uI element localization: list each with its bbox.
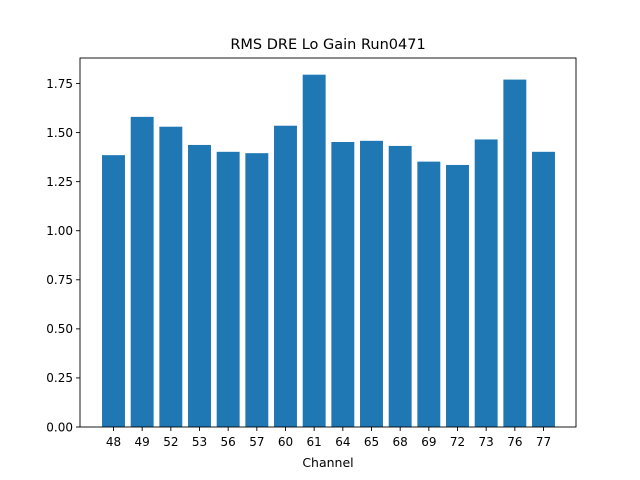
- y-tick-label: 0.00: [46, 420, 73, 434]
- x-tick-label: 61: [307, 435, 322, 449]
- x-tick-label: 68: [393, 435, 408, 449]
- y-tick-label: 0.50: [46, 322, 73, 336]
- plot-frame: [79, 57, 577, 428]
- x-axis: 48 49 52 53 56 57 60 61 64 65 68 69 72 73 76 77: [106, 427, 551, 449]
- bar-channel-53: [188, 144, 211, 427]
- bar-channel-77: [532, 151, 555, 427]
- x-tick-label: 60: [278, 435, 293, 449]
- y-tick-label: 1.25: [46, 175, 73, 189]
- bar-channel-73: [474, 139, 498, 427]
- bar-channel-49: [130, 116, 154, 427]
- bar-channel-48: [102, 155, 125, 427]
- x-tick-label: 53: [192, 435, 207, 449]
- x-tick-label: 49: [135, 435, 150, 449]
- x-axis-label: Channel: [302, 455, 353, 470]
- bar-channel-60: [274, 125, 297, 427]
- bar-channel-56: [216, 151, 240, 427]
- bar-channel-68: [388, 145, 412, 427]
- x-tick-label: 72: [450, 435, 465, 449]
- y-tick-label: 1.75: [46, 77, 73, 91]
- y-tick-label: 0.75: [46, 273, 73, 287]
- x-tick-label: 69: [421, 435, 436, 449]
- x-tick-label: 65: [364, 435, 379, 449]
- bar-channel-72: [446, 164, 469, 427]
- x-tick-label: 56: [221, 435, 236, 449]
- y-tick-label: 1.00: [46, 224, 73, 238]
- bar-channel-64: [331, 142, 355, 427]
- x-tick-label: 52: [163, 435, 178, 449]
- y-tick-label: 0.25: [46, 371, 73, 385]
- x-tick-label: 57: [249, 435, 264, 449]
- y-axis: 0.00 0.25 0.50 0.75 1.00 1.25 1.50 1.75: [46, 77, 80, 434]
- x-tick-label: 77: [536, 435, 551, 449]
- bars-group: [102, 74, 555, 428]
- bar-channel-76: [503, 79, 527, 427]
- bar-channel-69: [417, 161, 441, 427]
- x-tick-label: 48: [106, 435, 121, 449]
- bar-channel-57: [245, 153, 269, 427]
- x-tick-label: 73: [479, 435, 494, 449]
- bar-channel-52: [159, 126, 183, 427]
- bar-channel-65: [360, 140, 383, 427]
- x-tick-label: 64: [335, 435, 350, 449]
- chart-title: RMS DRE Lo Gain Run0471: [230, 37, 425, 53]
- y-tick-label: 1.50: [46, 126, 73, 140]
- bar-channel-61: [302, 74, 326, 428]
- x-tick-label: 76: [507, 435, 522, 449]
